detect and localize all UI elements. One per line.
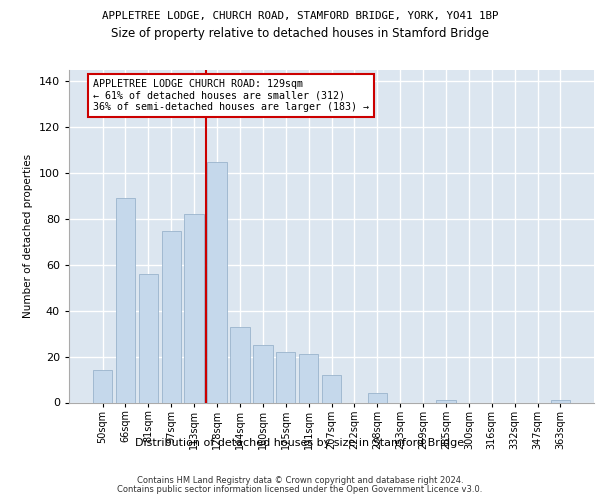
Bar <box>551 400 570 402</box>
Bar <box>139 274 158 402</box>
Bar <box>276 352 295 403</box>
Text: Size of property relative to detached houses in Stamford Bridge: Size of property relative to detached ho… <box>111 28 489 40</box>
Y-axis label: Number of detached properties: Number of detached properties <box>23 154 33 318</box>
Text: Distribution of detached houses by size in Stamford Bridge: Distribution of detached houses by size … <box>136 438 464 448</box>
Bar <box>93 370 112 402</box>
Bar <box>184 214 204 402</box>
Bar <box>299 354 319 403</box>
Text: Contains HM Land Registry data © Crown copyright and database right 2024.: Contains HM Land Registry data © Crown c… <box>137 476 463 485</box>
Bar <box>161 230 181 402</box>
Bar <box>322 375 341 402</box>
Text: APPLETREE LODGE, CHURCH ROAD, STAMFORD BRIDGE, YORK, YO41 1BP: APPLETREE LODGE, CHURCH ROAD, STAMFORD B… <box>102 11 498 21</box>
Bar <box>230 327 250 402</box>
Bar <box>368 394 387 402</box>
Text: Contains public sector information licensed under the Open Government Licence v3: Contains public sector information licen… <box>118 485 482 494</box>
Bar <box>253 345 272 403</box>
Bar <box>436 400 455 402</box>
Bar <box>208 162 227 402</box>
Bar <box>116 198 135 402</box>
Text: APPLETREE LODGE CHURCH ROAD: 129sqm
← 61% of detached houses are smaller (312)
3: APPLETREE LODGE CHURCH ROAD: 129sqm ← 61… <box>93 79 369 112</box>
